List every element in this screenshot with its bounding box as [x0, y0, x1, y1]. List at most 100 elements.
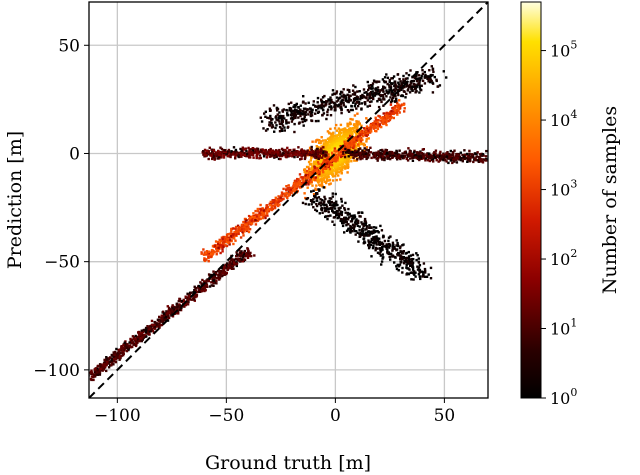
heatmap-cell [228, 238, 232, 242]
heatmap-cell [347, 151, 351, 154]
heatmap-cell [317, 170, 321, 174]
heatmap-cell [368, 100, 372, 104]
heatmap-cell [203, 148, 207, 152]
heatmap-cell [225, 152, 229, 155]
heatmap-cell [296, 155, 299, 158]
heatmap-cell [287, 155, 290, 158]
heatmap-cell [229, 264, 232, 267]
heatmap-cell [421, 69, 424, 72]
heatmap-cell [277, 198, 280, 201]
heatmap-cell [357, 150, 360, 153]
heatmap-cell [400, 104, 403, 107]
heatmap-cell [397, 81, 400, 84]
heatmap-cell [412, 79, 416, 83]
heatmap-cell [457, 152, 460, 156]
heatmap-cell [102, 364, 105, 367]
heatmap-cell [461, 153, 464, 157]
heatmap-cell [405, 72, 408, 75]
heatmap-cell [283, 126, 286, 129]
heatmap-cell [375, 157, 378, 160]
heatmap-cell [227, 148, 231, 152]
heatmap-cell [360, 142, 364, 145]
heatmap-cell [280, 127, 284, 130]
heatmap-cell [406, 89, 409, 92]
heatmap-cell [351, 136, 355, 139]
heatmap-cell [342, 160, 345, 163]
heatmap-cell [270, 119, 273, 122]
heatmap-cell [364, 155, 367, 158]
heatmap-cell [290, 120, 294, 123]
heatmap-cell [320, 173, 323, 176]
heatmap-cell [335, 153, 338, 157]
heatmap-cell [342, 141, 345, 145]
heatmap-cell [405, 157, 408, 161]
heatmap-cell [213, 152, 217, 156]
heatmap-cell [325, 100, 328, 103]
heatmap-cell [256, 210, 260, 213]
heatmap-cell [326, 148, 329, 152]
heatmap-cell [125, 346, 128, 349]
heatmap-cell [432, 154, 436, 157]
heatmap-cell [366, 133, 370, 136]
heatmap-cell [223, 265, 226, 268]
heatmap-cell [331, 100, 334, 104]
heatmap-cell [116, 352, 120, 355]
heatmap-cell [335, 90, 339, 93]
heatmap-cell [353, 229, 356, 233]
heatmap-cell [325, 151, 328, 154]
heatmap-cell [376, 121, 379, 124]
heatmap-cell [211, 248, 214, 252]
heatmap-cell [215, 154, 218, 158]
heatmap-cell [428, 80, 432, 84]
heatmap-cell [237, 232, 240, 236]
heatmap-cell [334, 109, 337, 112]
heatmap-cell [355, 159, 358, 162]
heatmap-cell [172, 307, 175, 311]
heatmap-cell [254, 215, 257, 218]
heatmap-cell [220, 147, 224, 151]
heatmap-cell [314, 155, 318, 158]
heatmap-cell [287, 121, 290, 124]
heatmap-cell [186, 298, 189, 302]
heatmap-cell [350, 138, 353, 141]
heatmap-cell [275, 124, 278, 127]
heatmap-cell [385, 90, 388, 94]
heatmap-cell [322, 157, 325, 160]
heatmap-cell [417, 82, 420, 86]
heatmap-cell [331, 89, 335, 92]
heatmap-cell [366, 94, 369, 97]
heatmap-cell [379, 149, 382, 152]
heatmap-cell [132, 343, 135, 346]
heatmap-cell [203, 286, 207, 290]
heatmap-cell [211, 251, 215, 254]
heatmap-cell [241, 228, 244, 231]
heatmap-cell [339, 178, 342, 181]
heatmap-cell [370, 130, 373, 133]
heatmap-cell [309, 182, 312, 185]
heatmap-cell [314, 152, 318, 156]
heatmap-cell [308, 153, 311, 156]
heatmap-cell [466, 160, 469, 163]
heatmap-cell [271, 123, 274, 127]
heatmap-cell [93, 368, 96, 371]
heatmap-cell [249, 221, 252, 225]
heatmap-cell [438, 155, 441, 158]
heatmap-cell [254, 213, 257, 217]
heatmap-cell [376, 247, 379, 250]
heatmap-cell [261, 216, 264, 220]
heatmap-cell [205, 282, 208, 285]
heatmap-cell [352, 138, 355, 142]
heatmap-cell [278, 111, 281, 114]
heatmap-cell [389, 82, 393, 85]
heatmap-cell [217, 274, 220, 277]
heatmap-cell [346, 88, 349, 92]
heatmap-cell [340, 99, 343, 103]
heatmap-cell [245, 150, 248, 153]
heatmap-cell [205, 149, 209, 153]
heatmap-cell [327, 167, 330, 171]
heatmap-cell [162, 318, 166, 321]
heatmap-cell [307, 173, 311, 176]
heatmap-cell [175, 303, 179, 307]
heatmap-cell [193, 288, 196, 292]
heatmap-cell [188, 297, 192, 301]
